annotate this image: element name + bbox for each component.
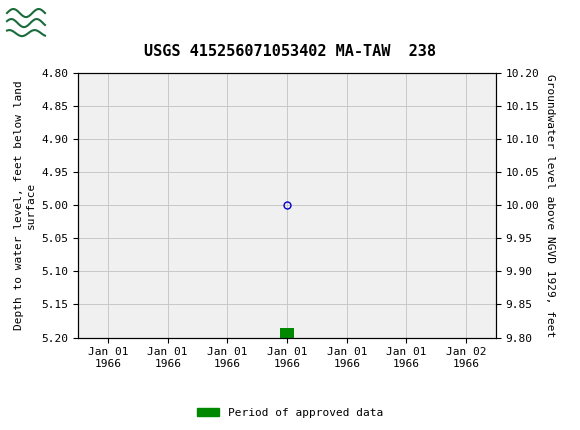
Bar: [280, 328, 294, 338]
Text: USGS: USGS: [53, 12, 121, 33]
Legend: Period of approved data: Period of approved data: [193, 403, 387, 422]
Y-axis label: Depth to water level, feet below land
surface: Depth to water level, feet below land su…: [14, 80, 36, 330]
Text: USGS 415256071053402 MA-TAW  238: USGS 415256071053402 MA-TAW 238: [144, 44, 436, 59]
Bar: [5, 4, 47, 41]
Y-axis label: Groundwater level above NGVD 1929, feet: Groundwater level above NGVD 1929, feet: [545, 74, 555, 337]
